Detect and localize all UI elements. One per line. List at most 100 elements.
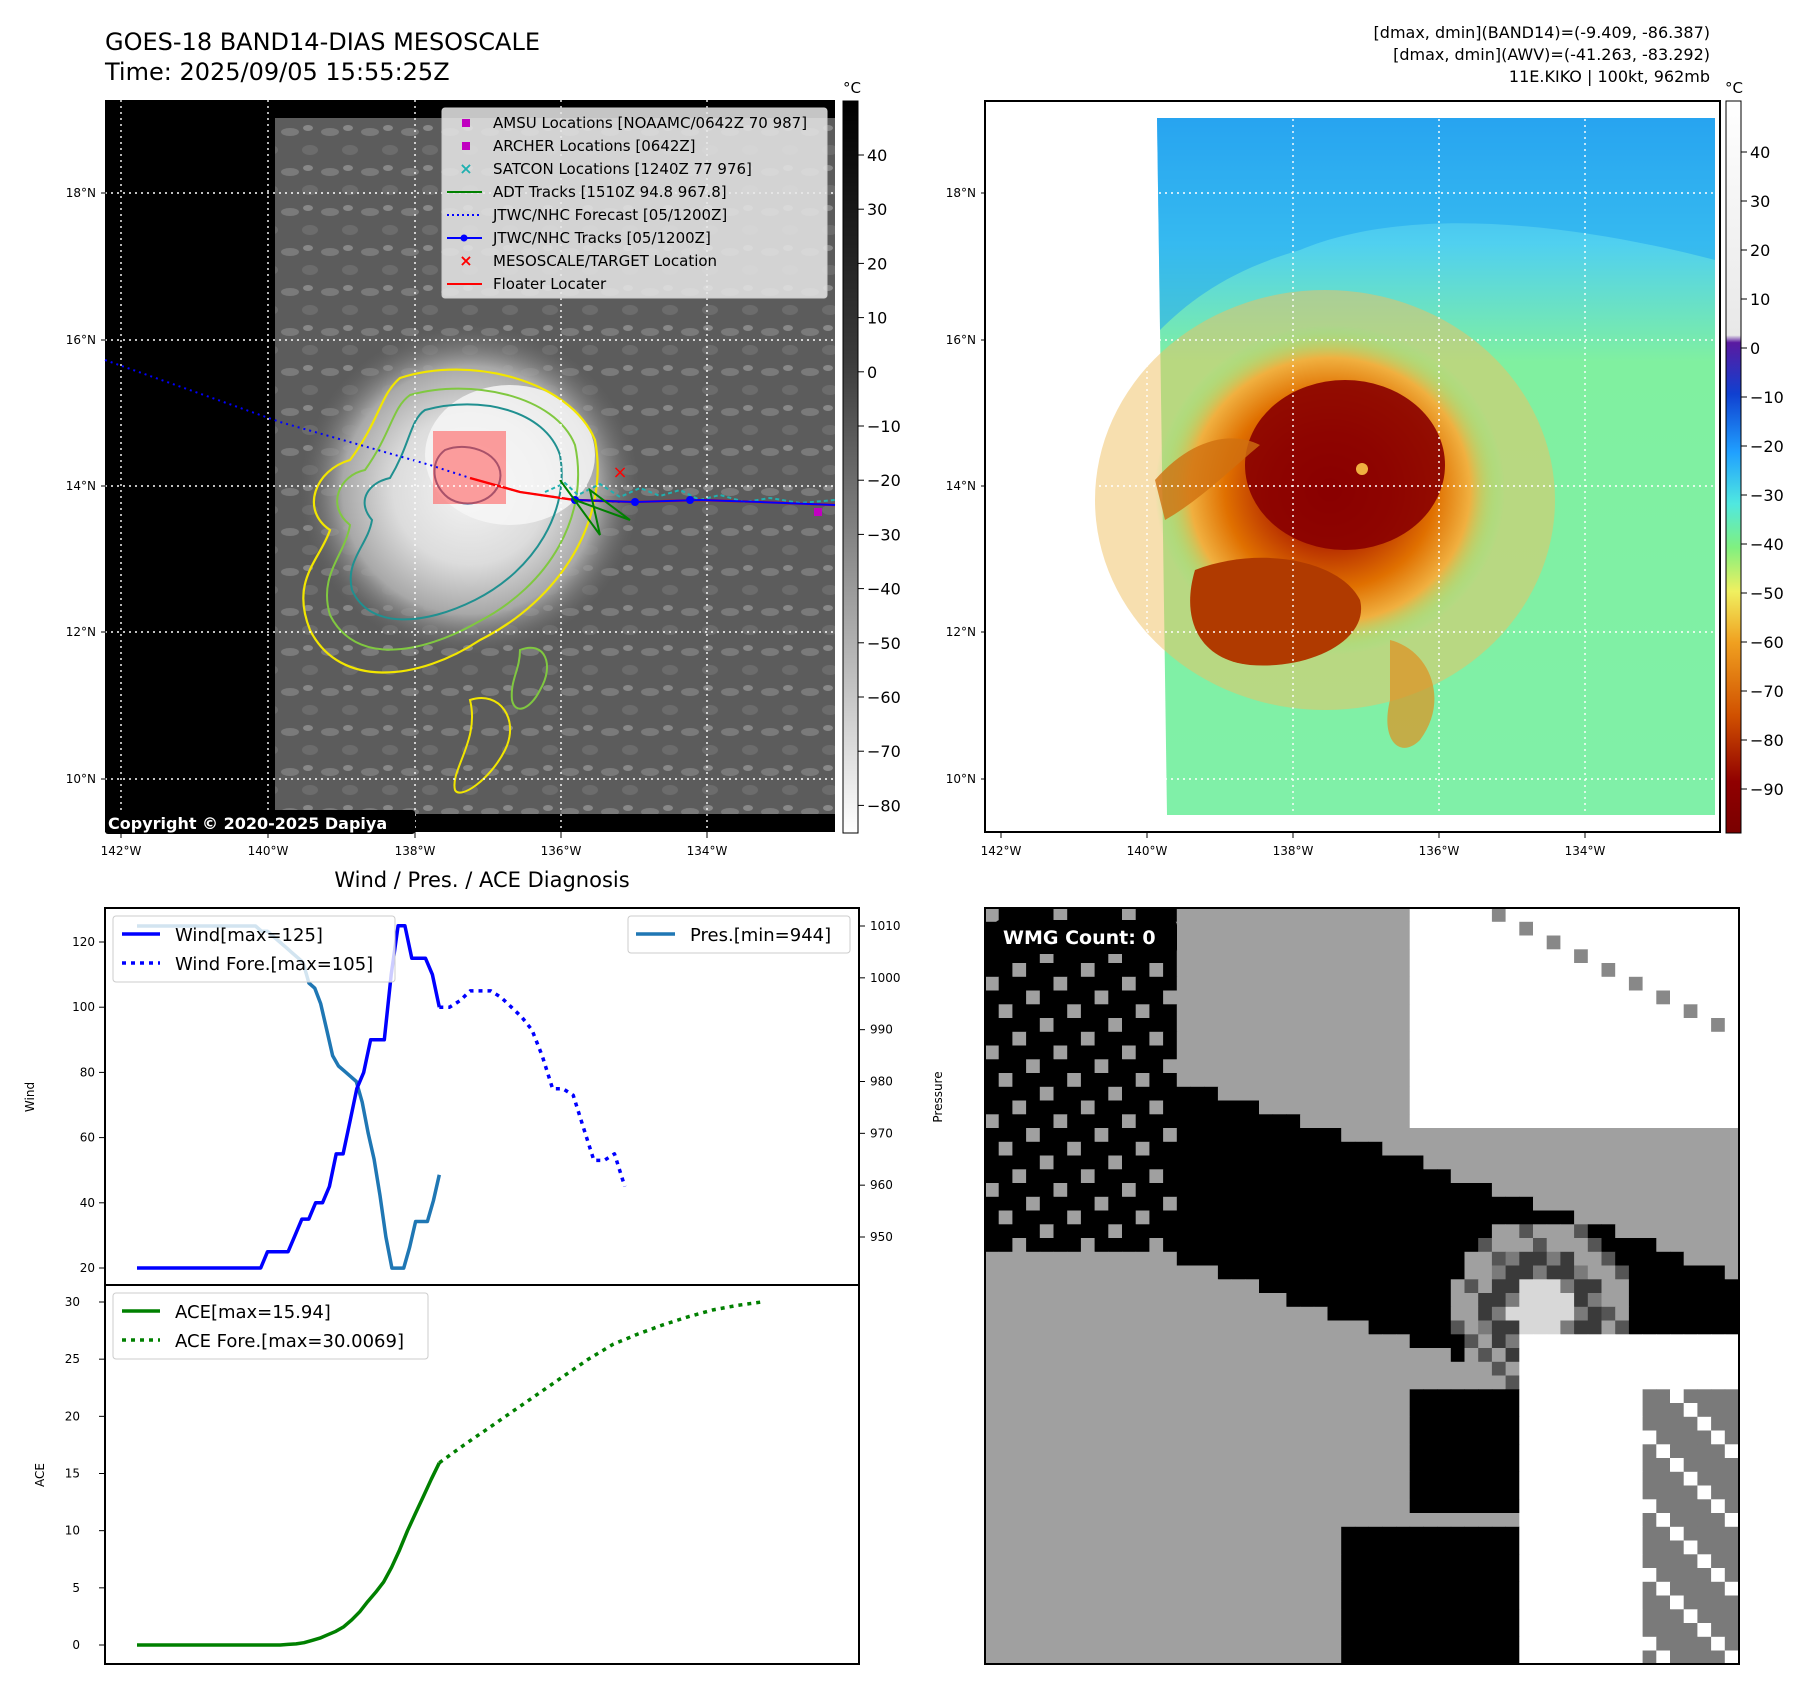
- colorbar-tick: −30: [1750, 486, 1784, 505]
- legend-marker: [462, 142, 470, 150]
- diagnosis-title: Wind / Pres. / ACE Diagnosis: [334, 868, 629, 892]
- awv-colorbar-unit: °C: [1725, 79, 1743, 97]
- ir-map-gridlines: [105, 100, 835, 832]
- colorbar-tick: −10: [1750, 388, 1784, 407]
- ace-tick: 15: [65, 1467, 80, 1481]
- colorbar-tick: 0: [1750, 339, 1760, 358]
- pressure-axis-label: Pressure: [931, 1071, 945, 1122]
- wind-tick: 120: [72, 935, 95, 949]
- colorbar-tick: −80: [1750, 731, 1784, 750]
- lat-label: 10°N: [946, 772, 976, 786]
- colorbar-tick: 0: [867, 363, 877, 382]
- colorbar-tick: −70: [1750, 682, 1784, 701]
- legend-item: ADT Tracks [1510Z 94.8 967.8]: [447, 183, 727, 201]
- ace-tick: 25: [65, 1352, 80, 1366]
- pres-tick: 1010: [870, 919, 901, 933]
- ir-colorbar-ticks: 40 30 20 10 0 −10 −20 −30 −40 −50 −60 −70 −80: [858, 146, 901, 815]
- lon-label: 134°W: [687, 844, 728, 858]
- legend-item: × MESOSCALE/TARGET Location: [459, 251, 717, 270]
- legend-ace-fore-label: ACE Fore.[max=30.0069]: [175, 1331, 404, 1352]
- ace-tick: 20: [65, 1409, 80, 1423]
- legend-item: ARCHER Locations [0642Z]: [462, 137, 696, 155]
- lon-label: 142°W: [981, 844, 1022, 858]
- contour-green: [325, 387, 580, 651]
- mesoscale-box: [433, 431, 506, 504]
- legend-item: AMSU Locations [NOAAMC/0642Z 70 987]: [462, 114, 807, 132]
- ace-tick: 10: [65, 1524, 80, 1538]
- wind-tick: 40: [80, 1196, 95, 1210]
- legend-label: JTWC/NHC Tracks [05/1200Z]: [492, 229, 711, 247]
- lon-label: 138°W: [395, 844, 436, 858]
- legend-label: SATCON Locations [1240Z 77 976]: [493, 160, 752, 178]
- ace-line: [137, 1462, 441, 1647]
- figure-title: GOES-18 BAND14-DIAS MESOSCALE: [105, 28, 540, 56]
- legend-marker: ×: [459, 251, 472, 270]
- pres-tick: 980: [870, 1075, 893, 1089]
- awv-stats: [dmax, dmin](AWV)=(-41.263, -83.292): [1393, 45, 1710, 64]
- legend-label: MESOSCALE/TARGET Location: [493, 252, 717, 270]
- colorbar-tick: −20: [867, 471, 901, 490]
- colorbar-tick: 20: [1750, 241, 1770, 260]
- colorbar-tick: 40: [1750, 143, 1770, 162]
- awv-map-panel: [984, 100, 1721, 833]
- colorbar-tick: −80: [867, 796, 901, 815]
- awv-colorbar-ticks: 40 30 20 10 0 −10 −20 −30 −40 −50 −60 −70 −80 −90: [1741, 143, 1784, 799]
- pres-tick: 950: [870, 1230, 893, 1244]
- pres-tick: 970: [870, 1126, 893, 1140]
- pressure-axis-ticks: 950 960 970 980 990 1000 1010: [859, 919, 901, 1244]
- awv-colorbar: [1725, 100, 1742, 834]
- figure-time: Time: 2025/09/05 15:55:25Z: [104, 58, 450, 86]
- ace-legend: ACE[max=15.94] ACE Fore.[max=30.0069]: [112, 1292, 429, 1360]
- wind-tick: 100: [72, 1000, 95, 1014]
- colorbar-tick: 30: [867, 200, 887, 219]
- colorbar-tick: −40: [867, 580, 901, 599]
- colorbar-tick: −20: [1750, 437, 1784, 456]
- colorbar-tick: −60: [1750, 633, 1784, 652]
- pres-legend: Pres.[min=944]: [627, 915, 851, 954]
- lon-label: 142°W: [101, 844, 142, 858]
- best-track: [574, 498, 836, 506]
- colorbar-tick: 40: [867, 146, 887, 165]
- colorbar-tick: −40: [1750, 535, 1784, 554]
- wind-line: [137, 923, 442, 1270]
- lat-label: 18°N: [66, 186, 96, 200]
- colorbar-tick: 10: [867, 309, 887, 328]
- ace-axis-label: ACE: [33, 1463, 47, 1487]
- lon-label: 140°W: [1127, 844, 1168, 858]
- colorbar-tick: 20: [867, 254, 887, 273]
- colorbar-tick: −90: [1750, 780, 1784, 799]
- lat-label: 14°N: [946, 479, 976, 493]
- copyright-box: [105, 810, 415, 834]
- colorbar-tick: 30: [1750, 192, 1770, 211]
- lat-label: 16°N: [66, 333, 96, 347]
- awv-rainband: [1190, 557, 1362, 666]
- colorbar-tick: −50: [867, 634, 901, 653]
- colorbar-tick: −70: [867, 742, 901, 761]
- copyright-text: Copyright © 2020-2025 Dapiya: [108, 814, 387, 833]
- legend-label: AMSU Locations [NOAAMC/0642Z 70 987]: [493, 114, 807, 132]
- legend-label: JTWC/NHC Forecast [05/1200Z]: [492, 206, 727, 224]
- mesoscale-target-marker: ×: [612, 462, 627, 483]
- ace-forecast-line: [438, 1300, 763, 1465]
- colorbar-tick: 10: [1750, 290, 1770, 309]
- ir-lat-labels: 18°N 16°N 14°N 12°N 10°N: [66, 186, 106, 786]
- legend-pres-label: Pres.[min=944]: [690, 925, 831, 946]
- wmg-panel: [984, 907, 1740, 1665]
- wind-tick: 80: [80, 1065, 95, 1079]
- lat-label: 16°N: [946, 333, 976, 347]
- pres-tick: 1000: [870, 971, 901, 985]
- ace-tick: 5: [72, 1581, 80, 1595]
- wind-legend: Wind[max=125] Wind Fore.[max=105]: [112, 915, 396, 983]
- colorbar-tick: −10: [867, 417, 901, 436]
- band14-stats: [dmax, dmin](BAND14)=(-9.409, -86.387): [1374, 23, 1710, 42]
- legend-label: ADT Tracks [1510Z 94.8 967.8]: [493, 183, 727, 201]
- pres-tick: 990: [870, 1023, 893, 1037]
- legend-wind-fore-label: Wind Fore.[max=105]: [175, 954, 373, 975]
- wind-forecast-line: [439, 989, 627, 1188]
- ace-tick: 30: [65, 1295, 80, 1309]
- amsu-marker: [814, 508, 822, 516]
- legend-item: JTWC/NHC Forecast [05/1200Z]: [447, 206, 727, 224]
- storm-info: 11E.KIKO | 100kt, 962mb: [1509, 67, 1710, 86]
- lon-label: 138°W: [1273, 844, 1314, 858]
